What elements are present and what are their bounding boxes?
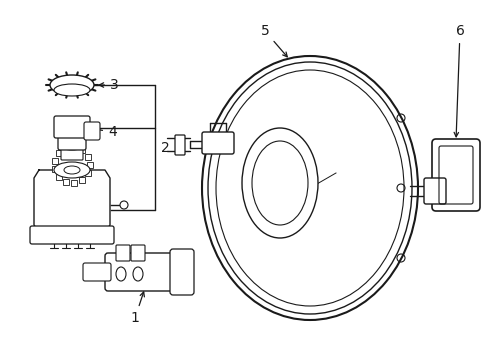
Ellipse shape	[242, 128, 317, 238]
FancyBboxPatch shape	[56, 174, 61, 180]
FancyBboxPatch shape	[71, 180, 77, 186]
FancyBboxPatch shape	[71, 144, 77, 150]
FancyBboxPatch shape	[58, 134, 86, 150]
FancyBboxPatch shape	[85, 154, 91, 159]
FancyBboxPatch shape	[79, 177, 85, 183]
FancyBboxPatch shape	[423, 178, 445, 204]
FancyBboxPatch shape	[83, 263, 111, 281]
Text: 4: 4	[92, 125, 117, 139]
FancyBboxPatch shape	[30, 226, 114, 244]
Text: 3: 3	[99, 78, 119, 92]
Circle shape	[274, 220, 285, 230]
Circle shape	[256, 194, 260, 198]
Ellipse shape	[202, 56, 417, 320]
Circle shape	[252, 165, 263, 175]
Text: 2: 2	[161, 140, 169, 154]
Circle shape	[274, 136, 285, 146]
Circle shape	[120, 201, 128, 209]
FancyBboxPatch shape	[54, 116, 90, 138]
FancyBboxPatch shape	[62, 179, 68, 185]
Ellipse shape	[54, 84, 90, 96]
FancyBboxPatch shape	[105, 253, 181, 291]
Circle shape	[66, 79, 78, 91]
FancyBboxPatch shape	[170, 249, 194, 295]
Text: 1: 1	[130, 292, 144, 325]
Circle shape	[278, 223, 282, 227]
Text: 5: 5	[260, 24, 286, 57]
Ellipse shape	[54, 162, 90, 178]
FancyBboxPatch shape	[202, 132, 234, 154]
Ellipse shape	[50, 75, 94, 95]
Circle shape	[256, 168, 260, 172]
FancyBboxPatch shape	[116, 245, 130, 261]
Circle shape	[278, 139, 282, 143]
FancyBboxPatch shape	[62, 145, 68, 151]
FancyBboxPatch shape	[87, 162, 93, 168]
FancyBboxPatch shape	[85, 170, 91, 176]
Circle shape	[66, 120, 78, 132]
FancyBboxPatch shape	[56, 150, 61, 156]
FancyBboxPatch shape	[175, 135, 184, 155]
FancyBboxPatch shape	[431, 139, 479, 211]
FancyBboxPatch shape	[79, 147, 85, 153]
FancyBboxPatch shape	[61, 146, 83, 160]
Text: 6: 6	[453, 24, 464, 137]
Ellipse shape	[60, 142, 84, 150]
Polygon shape	[34, 170, 110, 232]
FancyBboxPatch shape	[51, 158, 58, 164]
FancyBboxPatch shape	[131, 245, 145, 261]
Circle shape	[252, 191, 263, 201]
FancyBboxPatch shape	[51, 166, 58, 172]
FancyBboxPatch shape	[84, 122, 100, 140]
